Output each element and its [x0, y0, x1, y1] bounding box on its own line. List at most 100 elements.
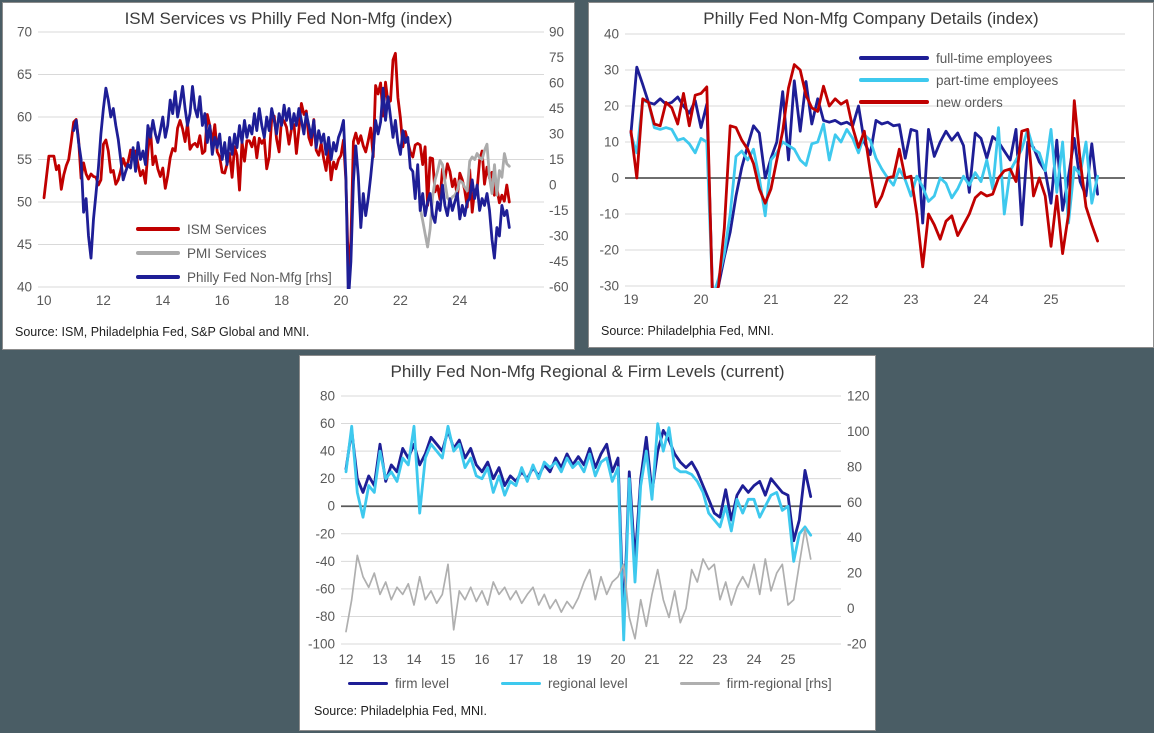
- svg-text:10: 10: [604, 135, 619, 150]
- svg-text:12: 12: [338, 652, 353, 667]
- axis-tick-labels: 80 60 40 20 0 -20 -40 -60 -80 -100 120 100 80 60 40 20 0…: [308, 389, 870, 668]
- legend-swatch: [136, 275, 180, 279]
- svg-text:50: 50: [17, 195, 32, 210]
- legend-swatch: [348, 681, 388, 686]
- svg-text:-100: -100: [308, 637, 335, 652]
- svg-text:15: 15: [440, 652, 455, 667]
- legend-swatch: [136, 227, 180, 231]
- svg-text:0: 0: [611, 171, 619, 186]
- svg-text:25: 25: [1043, 292, 1058, 307]
- svg-text:24: 24: [746, 652, 762, 667]
- svg-text:20: 20: [610, 652, 625, 667]
- svg-text:-30: -30: [599, 279, 619, 294]
- svg-text:0: 0: [549, 178, 557, 193]
- svg-text:24: 24: [973, 292, 989, 307]
- svg-text:19: 19: [576, 652, 591, 667]
- axis-tick-labels: 40 30 20 10 0 -10 -20 -30 19 20 21 22 23 24 25: [599, 27, 1058, 308]
- svg-text:14: 14: [155, 293, 171, 308]
- svg-text:80: 80: [847, 459, 862, 474]
- regional-firm-levels-legend: firm level regional level firm-regional [r…: [348, 676, 832, 691]
- svg-text:65: 65: [17, 67, 32, 82]
- svg-text:-40: -40: [315, 554, 335, 569]
- svg-text:16: 16: [215, 293, 230, 308]
- firm-level-line: [344, 429, 813, 625]
- svg-text:45: 45: [17, 237, 32, 252]
- svg-text:-20: -20: [315, 526, 335, 541]
- svg-text:-20: -20: [847, 637, 867, 652]
- axis-tick-labels: 70 65 60 55 50 45 40 90 75 60 45 30 15 0 -15 -30 -45 -60 1…: [17, 25, 569, 309]
- legend-label: new orders: [936, 94, 1003, 110]
- chart-regional-firm-levels-panel: 80 60 40 20 0 -20 -40 -60 -80 -100 120 100 80 60 40 20 0…: [299, 355, 876, 731]
- regional-firm-levels-plot-area: 80 60 40 20 0 -20 -40 -60 -80 -100 120 100 80 60 40 20 0…: [308, 389, 870, 668]
- legend-label: PMI Services: [187, 245, 267, 261]
- svg-text:40: 40: [320, 444, 335, 459]
- svg-text:-10: -10: [599, 207, 619, 222]
- chart-ism-vs-philly-panel: 70 65 60 55 50 45 40 90 75 60 45 30 15 0 -15 -30 -45 -60 1…: [2, 2, 575, 350]
- svg-text:18: 18: [274, 293, 289, 308]
- legend-label: firm level: [395, 676, 450, 691]
- svg-text:80: 80: [320, 389, 335, 404]
- svg-text:70: 70: [17, 25, 32, 40]
- svg-text:-80: -80: [315, 609, 335, 624]
- svg-text:0: 0: [327, 499, 335, 514]
- svg-text:-60: -60: [315, 581, 335, 596]
- legend-item-philly-fed-non-mfg-rhs-: Philly Fed Non-Mfg [rhs]: [136, 265, 332, 289]
- svg-text:55: 55: [17, 152, 32, 167]
- svg-text:30: 30: [549, 127, 564, 142]
- legend-label: full-time employees: [936, 50, 1053, 66]
- svg-text:16: 16: [474, 652, 489, 667]
- svg-text:22: 22: [678, 652, 693, 667]
- legend-swatch: [501, 681, 542, 686]
- svg-text:0: 0: [847, 601, 855, 616]
- legend-item-ism-services: ISM Services: [136, 217, 332, 241]
- svg-text:20: 20: [693, 292, 708, 307]
- philly-fed-non-mfg-rhs--line: [72, 85, 511, 289]
- firm-regional-rhs--line: [345, 528, 812, 640]
- company-details-plot-area: 40 30 20 10 0 -10 -20 -30 19 20 21 22 23 24 25: [599, 27, 1125, 308]
- legend-swatch: [679, 681, 720, 686]
- svg-text:60: 60: [320, 416, 335, 431]
- svg-text:21: 21: [644, 652, 659, 667]
- legend-item-firm-level: firm level: [348, 676, 449, 691]
- chart-company-details-panel: 40 30 20 10 0 -10 -20 -30 19 20 21 22 23 24 25 Philly …: [588, 2, 1154, 348]
- svg-text:-20: -20: [599, 243, 619, 258]
- pmi-services-line: [418, 142, 511, 249]
- svg-text:22: 22: [393, 293, 408, 308]
- svg-text:22: 22: [833, 292, 848, 307]
- legend-swatch: [859, 100, 929, 104]
- legend-item-regional-level: regional level: [501, 676, 628, 691]
- legend-item-new-orders: new orders: [859, 91, 1058, 113]
- new-orders-line: [629, 63, 1100, 288]
- svg-text:20: 20: [847, 566, 862, 581]
- gridlines: [341, 395, 841, 645]
- regional-level-line: [344, 422, 813, 642]
- svg-text:14: 14: [406, 652, 422, 667]
- svg-text:-30: -30: [549, 229, 569, 244]
- svg-text:15: 15: [549, 152, 564, 167]
- svg-text:45: 45: [549, 101, 564, 116]
- svg-text:23: 23: [712, 652, 727, 667]
- svg-text:60: 60: [847, 495, 862, 510]
- legend-item-part-time-employees: part-time employees: [859, 69, 1058, 91]
- legend-label: regional level: [548, 676, 628, 691]
- svg-text:18: 18: [542, 652, 557, 667]
- svg-text:17: 17: [508, 652, 523, 667]
- chart-title: Philly Fed Non-Mfg Regional & Firm Level…: [390, 362, 785, 381]
- legend-item-pmi-services: PMI Services: [136, 241, 332, 265]
- svg-text:-15: -15: [549, 203, 569, 218]
- chart-title: ISM Services vs Philly Fed Non-Mfg (inde…: [124, 9, 453, 28]
- svg-text:21: 21: [763, 292, 778, 307]
- svg-text:100: 100: [847, 424, 870, 439]
- chart-title: Philly Fed Non-Mfg Company Details (inde…: [703, 9, 1039, 28]
- svg-text:90: 90: [549, 25, 564, 40]
- legend-item-firm-regional-rhs-: firm-regional [rhs]: [679, 676, 832, 691]
- svg-text:60: 60: [17, 110, 32, 125]
- company-details-legend: full-time employees part-time employees ne…: [859, 47, 1058, 113]
- legend-label: firm-regional [rhs]: [726, 676, 832, 691]
- ism-vs-philly-legend: ISM Services PMI Services Philly Fed Non-M…: [136, 217, 332, 289]
- source-note: Source: ISM, Philadelphia Fed, S&P Globa…: [15, 325, 310, 339]
- svg-text:12: 12: [96, 293, 111, 308]
- svg-text:23: 23: [903, 292, 918, 307]
- svg-text:13: 13: [372, 652, 387, 667]
